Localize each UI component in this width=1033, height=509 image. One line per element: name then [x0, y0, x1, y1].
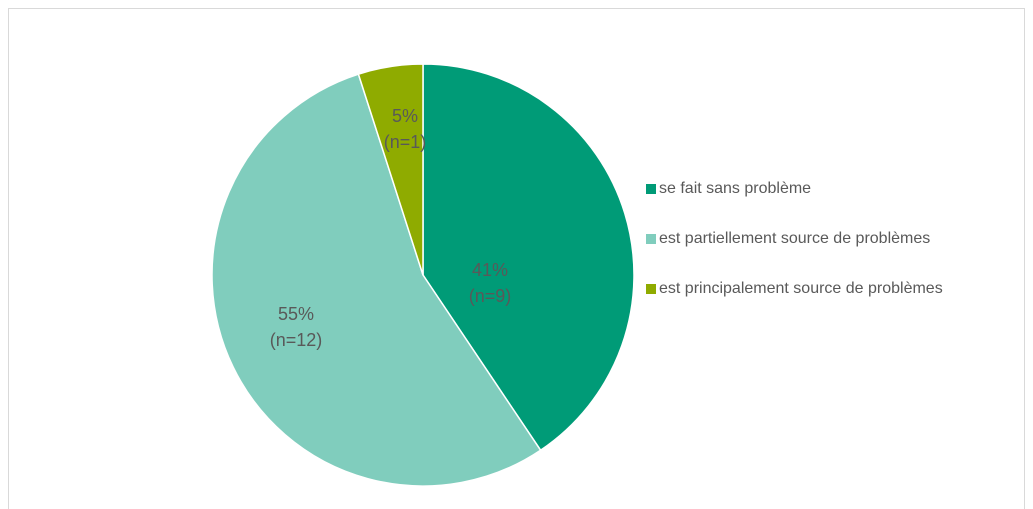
data-label-count: (n=12)	[270, 330, 323, 350]
legend-swatch	[646, 284, 656, 294]
data-label: 55%	[278, 304, 314, 324]
data-label-count: (n=1)	[384, 132, 427, 152]
legend-swatch	[646, 184, 656, 194]
pie-slice	[211, 73, 542, 487]
legend-label: se fait sans problème	[659, 180, 811, 197]
pie-slice	[422, 63, 635, 452]
legend-swatch	[646, 234, 656, 244]
data-label: 5%	[392, 106, 418, 126]
data-label: 41%	[472, 260, 508, 280]
legend-label: est principalement source de problèmes	[659, 280, 943, 297]
data-label-count: (n=9)	[469, 286, 512, 306]
pie-slice	[357, 63, 424, 276]
legend-label: est partiellement source de problèmes	[659, 230, 930, 247]
